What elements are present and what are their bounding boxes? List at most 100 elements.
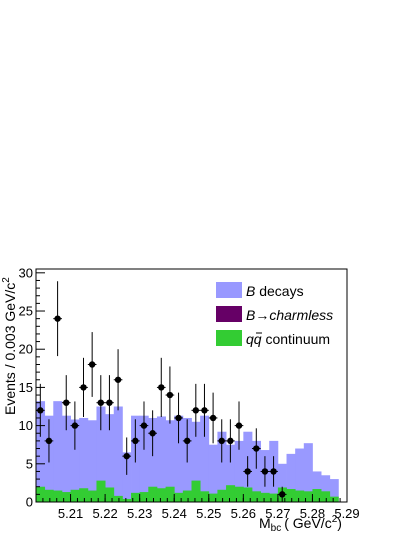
bar-series-0-bin-0 (36, 401, 46, 502)
data-point-8 (106, 399, 113, 406)
bar-series-0-bin-29 (286, 453, 296, 502)
bar-series-2-bin-9 (113, 495, 123, 502)
data-point-17 (183, 437, 191, 445)
x-tick-label-3: 5.24 (162, 506, 187, 521)
data-point-4 (71, 422, 79, 429)
bar-series-0-bin-15 (165, 420, 175, 502)
data-point-12 (140, 422, 148, 429)
bar-series-0-bin-32 (312, 471, 322, 502)
data-point-9 (114, 376, 122, 383)
bar-series-0-bin-23 (234, 440, 244, 502)
y-axis: 0 5 10 15 20 25 30 (19, 265, 45, 510)
x-axis: 5.21 5.22 5.23 5.24 5.25 5.26 5.27 5.28 5.29 (35, 494, 360, 521)
y-tick-label-5: 25 (19, 304, 33, 319)
bar-series-2-bin-15 (165, 486, 175, 502)
y-tick-label-3: 15 (19, 380, 33, 395)
bar-series-0-bin-2 (53, 401, 63, 502)
bar-series-0-bin-9 (113, 406, 123, 502)
bar-series-2-bin-32 (312, 489, 322, 502)
bar-series-2-bin-19 (200, 491, 210, 502)
bar-series-2-bin-4 (70, 489, 80, 502)
plot-frame (35, 268, 348, 503)
bar-series-0-bin-16 (174, 415, 184, 502)
bar-series-2-bin-23 (234, 486, 244, 502)
bar-series-2-bin-7 (96, 480, 106, 502)
data-point-28 (279, 491, 286, 498)
x-tick-label-2: 5.23 (127, 506, 152, 521)
data-point-20 (209, 414, 217, 422)
bar-series-0-bin-10 (122, 452, 132, 502)
bar-series-0-bin-7 (96, 406, 106, 502)
x-tick-label-4: 5.25 (196, 506, 221, 521)
x-tick-label-0: 5.21 (58, 506, 83, 521)
bar-series-2-bin-22 (226, 485, 236, 502)
data-point-7 (97, 399, 104, 406)
bar-series-2-bin-6 (87, 490, 97, 502)
legend-label-b-decays: B decays (246, 283, 304, 299)
bar-series-0-bin-34 (329, 479, 339, 502)
bar-series-0-bin-31 (303, 443, 313, 502)
bar-series-2-bin-1 (44, 489, 54, 502)
bar-series-0-bin-30 (295, 448, 305, 502)
data-point-10 (123, 452, 130, 460)
bar-series-0-bin-25 (251, 440, 262, 502)
bar-series-2-bin-18 (191, 480, 201, 502)
bar-series-0-bin-6 (87, 420, 97, 502)
x-tick-label-5: 5.26 (231, 506, 256, 521)
bar-series-0-bin-13 (148, 417, 158, 502)
bar-series-2-bin-0 (36, 486, 46, 502)
legend: B decays B→charmless qq continuum (216, 282, 333, 347)
bar-series-2-bin-11 (131, 492, 141, 502)
bar-series-2-bin-16 (174, 492, 184, 502)
bar-series-0-bin-18 (191, 421, 201, 502)
data-point-19 (201, 407, 208, 414)
bar-series-2-bin-29 (286, 489, 296, 502)
y-tick-label-4: 20 (19, 342, 33, 357)
bar-series-2-bin-25 (251, 491, 262, 502)
bar-series-0-bin-5 (79, 417, 89, 502)
y-tick-label-1: 5 (26, 456, 33, 471)
bar-series-2-bin-13 (148, 486, 158, 502)
data-point-21 (218, 437, 225, 445)
bar-series-0-bin-4 (70, 419, 80, 502)
bar-series-0-bin-28 (277, 463, 287, 502)
y-tick-label-6: 30 (19, 265, 33, 280)
data-point-13 (149, 430, 156, 437)
bar-series-0-bin-20 (208, 444, 218, 502)
x-tick-label-6: 5.27 (265, 506, 290, 521)
y-tick-label-2: 10 (19, 418, 33, 433)
data-points (36, 281, 287, 502)
bar-series-0-bin-22 (226, 444, 236, 502)
legend-swatch-continuum (216, 330, 242, 346)
data-point-1 (45, 437, 53, 445)
bar-series-2-bin-12 (139, 492, 149, 502)
bar-series-2-bin-31 (303, 491, 313, 502)
data-point-6 (88, 361, 96, 368)
bar-series-2-bin-8 (105, 487, 115, 502)
bar-series-2-bin-20 (208, 493, 218, 502)
legend-swatch-b-decays (216, 282, 242, 298)
data-point-26 (261, 468, 269, 475)
bar-series-2-bin-24 (243, 487, 253, 502)
stacked-histogram (36, 401, 339, 502)
bar-series-2-bin-3 (61, 492, 71, 502)
bar-series-2-bin-5 (79, 488, 89, 502)
bar-series-0-bin-14 (156, 416, 166, 502)
bar-series-2-bin-14 (156, 488, 166, 502)
bar-series-2-bin-27 (269, 493, 279, 502)
bar-series-2-bin-26 (260, 492, 270, 502)
x-tick-label-8: 5.29 (334, 506, 359, 521)
data-point-0 (37, 407, 44, 414)
data-point-25 (253, 445, 260, 452)
bar-series-2-bin-10 (122, 498, 132, 502)
data-point-23 (235, 422, 243, 429)
bar-series-0-bin-3 (61, 415, 71, 502)
data-point-11 (132, 437, 139, 445)
bar-series-2-bin-33 (321, 491, 331, 502)
bar-series-2-bin-21 (217, 489, 227, 502)
data-point-16 (175, 414, 182, 422)
bar-series-2-bin-30 (295, 490, 305, 502)
bar-series-2-bin-34 (329, 496, 339, 502)
data-point-18 (192, 407, 200, 414)
